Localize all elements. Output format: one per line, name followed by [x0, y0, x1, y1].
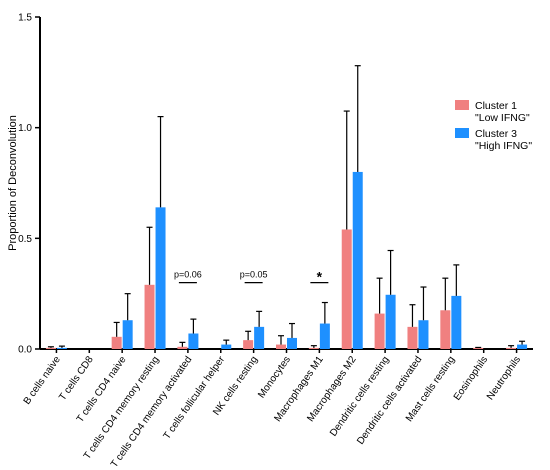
y-tick-label: 1.0 — [18, 123, 32, 134]
bar-cluster1 — [276, 344, 286, 349]
category-label: Monocytes — [256, 354, 293, 400]
legend-label: "High IFNG" — [475, 140, 532, 152]
legend: Cluster 1"Low IFNG" Cluster 3"High IFNG" — [455, 100, 532, 152]
bar-cluster3 — [155, 207, 166, 349]
bar-cluster3 — [56, 347, 67, 349]
bar-cluster3 — [352, 171, 363, 349]
annotations: p=0.06 p=0.05 * — [174, 269, 329, 285]
legend-swatch — [455, 128, 469, 138]
significance-label: p=0.05 — [240, 270, 268, 280]
bar-cluster1 — [374, 313, 385, 349]
category-label: B cells naive — [22, 354, 63, 407]
bar-cluster3 — [517, 344, 528, 349]
category-label: Dendritic cells resting — [328, 354, 392, 438]
y-tick-label: 0.5 — [18, 234, 32, 245]
legend-label: Cluster 1 — [475, 100, 517, 112]
bar-cluster1 — [506, 347, 517, 349]
significance-label: * — [317, 269, 323, 285]
bar-cluster3 — [287, 337, 297, 349]
bar-cluster3 — [385, 294, 396, 349]
legend-swatch — [455, 100, 469, 110]
y-tick-label: 1.5 — [18, 13, 32, 24]
bar-cluster3 — [221, 344, 232, 349]
category-label: T cells follicular helper — [162, 354, 228, 442]
legend-label: Cluster 3 — [475, 128, 517, 140]
bar-cluster1 — [111, 336, 122, 349]
bars — [45, 171, 528, 349]
y-tick-label: 0.0 — [18, 345, 32, 356]
bar-cluster1 — [440, 310, 451, 349]
bar-cluster3 — [451, 295, 462, 349]
bar-cluster3 — [254, 326, 265, 349]
bar-cluster1 — [144, 284, 155, 349]
error-bars — [47, 65, 526, 349]
bar-cluster1 — [177, 346, 188, 349]
bar-cluster1 — [308, 347, 319, 349]
category-label: Neutrophils — [485, 354, 523, 402]
bar-cluster3 — [122, 320, 133, 349]
bar-cluster3 — [418, 320, 429, 349]
category-label: Dendritic cells activated — [355, 354, 424, 446]
axes: 0.0 0.5 1.0 1.5 Proportion of Deconvolution — [7, 13, 533, 356]
bar-cluster1 — [473, 347, 484, 349]
bar-cluster1 — [341, 229, 352, 349]
legend-label: "Low IFNG" — [475, 112, 530, 124]
bar-cluster1 — [45, 347, 56, 349]
significance-label: p=0.06 — [174, 270, 202, 280]
y-axis-title: Proportion of Deconvolution — [7, 115, 19, 251]
bar-cluster1 — [407, 326, 418, 349]
bar-cluster3 — [188, 333, 199, 349]
bar-cluster3 — [319, 323, 330, 349]
bar-cluster1 — [243, 340, 254, 349]
